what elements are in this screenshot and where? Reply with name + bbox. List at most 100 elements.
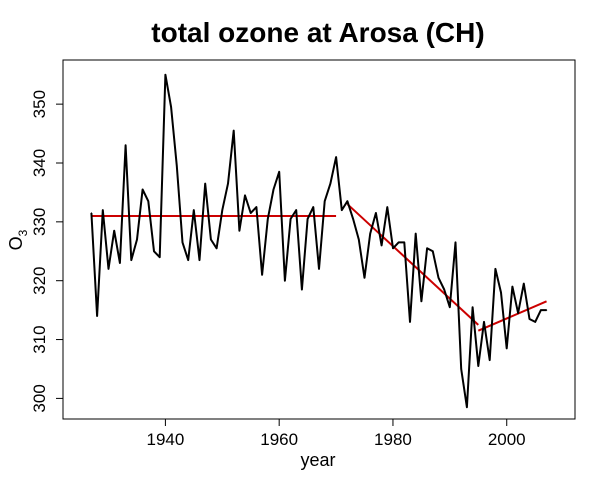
x-tick-label: 1980: [374, 430, 412, 449]
data-point: [466, 406, 468, 408]
data-point: [130, 259, 132, 261]
data-point: [233, 130, 235, 132]
data-point: [409, 321, 411, 323]
data-point: [472, 306, 474, 308]
data-point: [534, 321, 536, 323]
data-point: [443, 288, 445, 291]
data-point: [124, 144, 127, 146]
x-axis: 1940 1960 1980 2000: [146, 418, 526, 449]
data-point: [449, 306, 451, 308]
data-point: [420, 300, 422, 302]
data-point: [289, 218, 292, 220]
y-axis-label-main: O: [6, 236, 26, 250]
data-point: [159, 256, 161, 258]
data-point: [210, 238, 212, 241]
data-point: [119, 262, 121, 264]
data-point: [432, 250, 434, 252]
data-point: [540, 309, 542, 311]
data-point: [426, 247, 428, 249]
data-point: [363, 277, 366, 279]
plot-frame: [62, 59, 576, 420]
data-point: [301, 288, 303, 291]
data-point: [164, 74, 166, 76]
data-point: [107, 268, 110, 270]
data-point: [352, 218, 354, 220]
data-point: [477, 365, 479, 367]
y-tick-label: 310: [30, 325, 49, 353]
chart-title: total ozone at Arosa (CH): [151, 17, 484, 48]
data-point: [272, 188, 275, 191]
y-tick-label: 340: [30, 149, 49, 177]
data-point: [102, 209, 104, 211]
data-point: [358, 238, 360, 241]
data-point: [136, 238, 138, 241]
data-point: [147, 200, 149, 202]
data-point: [386, 206, 388, 208]
data-point: [460, 368, 462, 370]
data-point: [494, 268, 496, 270]
data-point: [250, 212, 252, 214]
data-point: [238, 230, 240, 232]
y-axis-label: O3: [6, 229, 30, 250]
data-point: [261, 274, 263, 276]
data-point: [244, 194, 246, 196]
data-point: [221, 209, 223, 211]
y-tick-label: 330: [30, 208, 49, 236]
y-tick-label: 300: [30, 384, 49, 412]
y-tick-label: 350: [30, 90, 49, 118]
data-point: [227, 182, 229, 185]
y-axis-label-subscript: 3: [16, 229, 30, 236]
data-point: [267, 218, 269, 220]
data-point: [375, 212, 377, 214]
data-point: [284, 280, 286, 282]
data-point: [341, 209, 343, 211]
data-point: [511, 285, 514, 288]
data-point: [523, 283, 525, 285]
y-tick-label: 320: [30, 267, 49, 295]
data-point: [96, 315, 98, 317]
x-tick-label: 1940: [146, 430, 184, 449]
data-point: [489, 359, 491, 361]
data-point: [295, 209, 297, 211]
data-point: [545, 309, 548, 311]
data-point: [204, 182, 206, 185]
data-point: [335, 156, 337, 158]
ozone-series-line: [90, 73, 547, 409]
data-point: [198, 259, 201, 261]
data-point: [380, 244, 383, 246]
x-tick-label: 2000: [488, 430, 526, 449]
data-point: [176, 165, 178, 167]
data-point: [454, 241, 457, 244]
data-point: [329, 182, 331, 185]
data-point: [90, 212, 93, 214]
data-point: [528, 318, 531, 320]
data-point: [437, 277, 440, 279]
data-point: [255, 206, 258, 208]
data-point: [517, 312, 519, 314]
data-point: [307, 218, 309, 220]
x-tick-label: 1960: [260, 430, 298, 449]
y-axis: 300 310 320 330 340 350: [30, 90, 64, 413]
x-axis-label: year: [300, 450, 335, 470]
data-point: [369, 233, 371, 235]
data-point: [398, 241, 400, 244]
trend-line: [477, 300, 547, 332]
data-point: [142, 188, 144, 191]
data-point: [216, 247, 218, 249]
data-point: [483, 321, 485, 323]
data-series: [90, 73, 548, 409]
data-point: [392, 247, 394, 249]
data-point: [278, 171, 280, 173]
data-point: [318, 268, 320, 270]
data-point: [346, 200, 349, 202]
data-point: [500, 291, 502, 294]
data-point: [193, 209, 195, 211]
data-point: [324, 200, 326, 202]
data-point: [415, 233, 417, 235]
data-point: [506, 347, 508, 349]
data-point: [403, 241, 405, 244]
data-point: [170, 106, 172, 108]
data-point: [153, 250, 155, 252]
data-point: [187, 259, 189, 261]
